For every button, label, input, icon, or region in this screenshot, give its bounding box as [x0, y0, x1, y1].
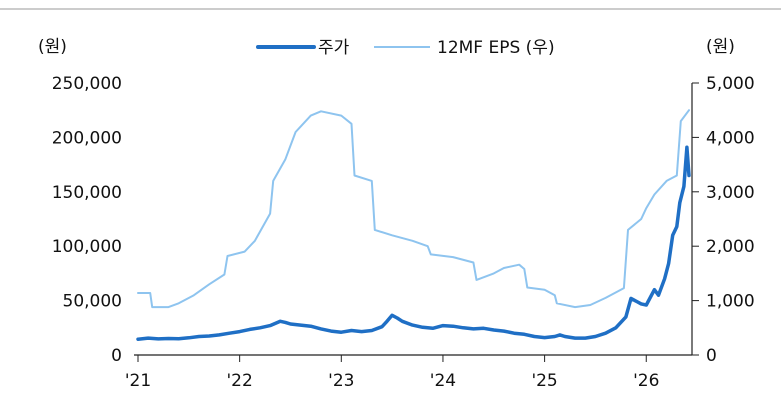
right-axis-ticks: 0 1,000 2,000 3,000 4,000 5,000 [692, 74, 755, 366]
x-tick-label: '22 [226, 371, 252, 391]
x-tick-label: '26 [633, 371, 659, 391]
left-tick-label: 150,000 [52, 183, 122, 203]
left-axis-unit: (원) [38, 37, 67, 57]
x-tick-label: '21 [125, 371, 151, 391]
left-tick-label: 100,000 [52, 237, 122, 257]
right-axis-unit: (원) [706, 37, 735, 57]
right-tick-label: 3,000 [706, 183, 755, 203]
left-tick-label: 0 [111, 346, 122, 366]
right-tick-label: 4,000 [706, 128, 755, 148]
x-axis-ticks: '21 '22 '23 '24 '25 '26 [125, 355, 659, 391]
right-tick-label: 0 [706, 346, 717, 366]
x-tick-label: '24 [430, 371, 456, 391]
legend-label-eps: 12MF EPS (우) [437, 38, 555, 58]
series-line-eps [137, 109, 690, 309]
series-layer [136, 109, 691, 341]
left-tick-label: 50,000 [63, 292, 122, 312]
series-line-stock-price [136, 145, 691, 341]
legend: 주가 12MF EPS (우) [256, 38, 555, 58]
x-tick-label: '25 [531, 371, 557, 391]
right-tick-label: 2,000 [706, 237, 755, 257]
left-tick-label: 200,000 [52, 128, 122, 148]
left-axis-ticks: 0 50,000 100,000 150,000 200,000 250,000 [52, 74, 122, 366]
right-tick-label: 5,000 [706, 74, 755, 94]
legend-label-stock-price: 주가 [318, 38, 350, 58]
right-tick-label: 1,000 [706, 292, 755, 312]
x-tick-label: '23 [328, 371, 354, 391]
left-tick-label: 250,000 [52, 74, 122, 94]
